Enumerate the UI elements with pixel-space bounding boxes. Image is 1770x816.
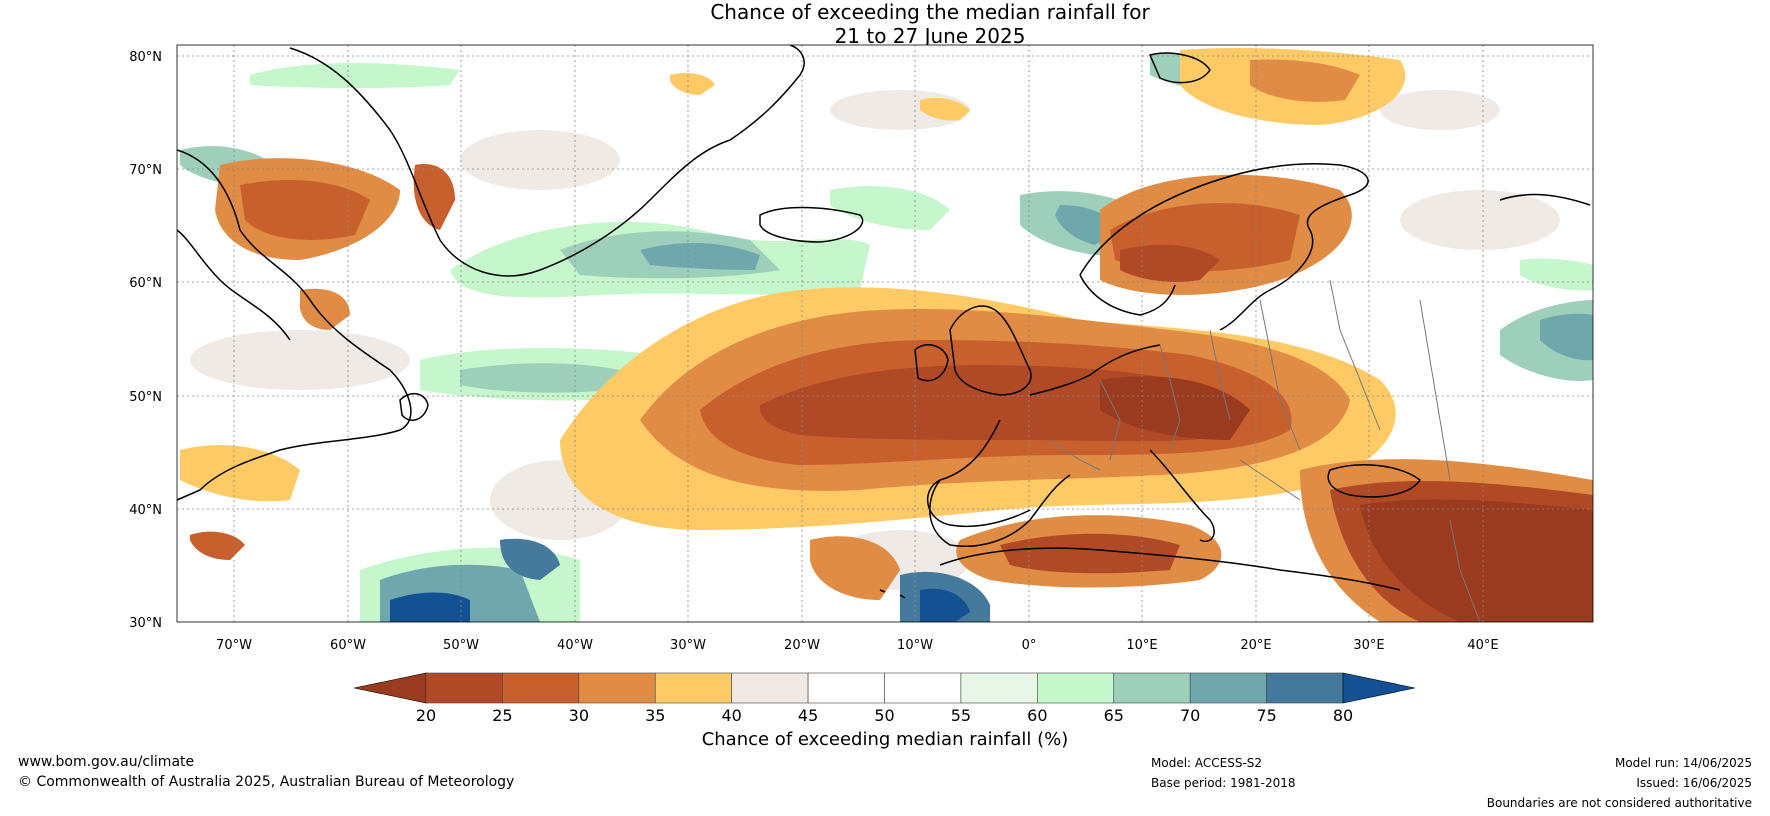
scandinavia-coast xyxy=(1079,162,1369,331)
map-title: Chance of exceeding the median rainfall … xyxy=(0,0,1770,48)
colorbar-extend-high xyxy=(1342,672,1416,704)
colorbar-tick-label: 25 xyxy=(492,706,512,725)
lon-label: 20°W xyxy=(784,638,820,653)
issued-text: Issued: 16/06/2025 xyxy=(1636,776,1752,790)
colorbar-tick-label: 55 xyxy=(951,706,971,725)
norway-south-coast xyxy=(1079,274,1176,316)
website-text: www.bom.gov.au/climate xyxy=(18,754,195,770)
wetter-regions xyxy=(180,53,1593,622)
lat-label: 40°N xyxy=(129,503,162,518)
italy-coast xyxy=(1149,449,1215,542)
colorbar-swatch xyxy=(1266,672,1344,704)
colorbar-tick-label: 20 xyxy=(416,706,436,725)
graticule xyxy=(177,45,1593,622)
colorbar-tick-label: 30 xyxy=(569,706,589,725)
lon-label: 70°W xyxy=(216,638,252,653)
colorbar xyxy=(353,672,1416,704)
colorbar-swatch xyxy=(807,672,885,704)
colorbar-label: Chance of exceeding median rainfall (%) xyxy=(701,729,1069,750)
lon-label: 30°E xyxy=(1353,638,1384,653)
british-isles xyxy=(949,305,1032,396)
drier-regions xyxy=(180,48,1593,622)
model-run-text: Model run: 14/06/2025 xyxy=(1614,756,1752,770)
canary-islands xyxy=(879,589,906,599)
colorbar-tick-label: 35 xyxy=(645,706,665,725)
map-frame xyxy=(176,44,1594,623)
lon-label: 10°W xyxy=(897,638,933,653)
colorbar-swatch xyxy=(960,672,1038,704)
colorbar-tick-label: 40 xyxy=(721,706,741,725)
greenland-coast xyxy=(289,45,805,277)
country-borders xyxy=(1049,279,1481,622)
title-line-2: 21 to 27 June 2025 xyxy=(834,24,1026,48)
lon-label: 60°W xyxy=(330,638,366,653)
western-europe-coast xyxy=(926,344,1161,528)
colorbar-swatch xyxy=(1189,672,1267,704)
lat-label: 70°N xyxy=(129,163,162,178)
disclaimer-text: Boundaries are not considered authoritat… xyxy=(1486,796,1752,810)
colorbar-tick-label: 60 xyxy=(1027,706,1047,725)
colorbar-tick-label: 65 xyxy=(1104,706,1124,725)
lon-label: 10°E xyxy=(1126,638,1157,653)
colorbar-swatch xyxy=(425,672,503,704)
iberia-coast xyxy=(929,474,1071,547)
lat-label: 50°N xyxy=(129,390,162,405)
colorbar-swatch xyxy=(502,672,580,704)
lat-label: 80°N xyxy=(129,50,162,65)
colorbar-swatch xyxy=(1113,672,1191,704)
colorbar-swatch xyxy=(1037,672,1115,704)
model-text: Model: ACCESS-S2 xyxy=(1151,756,1263,770)
lon-label: 40°W xyxy=(557,638,593,653)
svalbard xyxy=(1149,52,1211,84)
lon-label: 40°E xyxy=(1467,638,1498,653)
lon-label: 0° xyxy=(1022,638,1037,653)
longitude-labels: 70°W 60°W 50°W 40°W 30°W 20°W 10°W 0° 10… xyxy=(216,638,1499,653)
north-america-coast xyxy=(177,149,412,501)
north-africa-coast xyxy=(939,547,1401,591)
colorbar-swatch xyxy=(578,672,656,704)
labrador-coast xyxy=(177,229,291,341)
colorbar-tick-label: 70 xyxy=(1180,706,1200,725)
newfoundland xyxy=(399,393,429,421)
lat-label: 30°N xyxy=(129,616,162,631)
colorbar-ticks: 20 25 30 35 40 45 50 55 60 65 70 75 80 xyxy=(416,706,1353,725)
lat-label: 60°N xyxy=(129,276,162,291)
lon-label: 30°W xyxy=(670,638,706,653)
base-period-text: Base period: 1981-2018 xyxy=(1151,776,1296,790)
lon-label: 50°W xyxy=(443,638,479,653)
ireland xyxy=(914,344,949,382)
map-panel xyxy=(177,45,1593,622)
iceland-coast xyxy=(759,206,864,243)
copyright-text: © Commonwealth of Australia 2025, Austra… xyxy=(18,774,515,790)
coastlines xyxy=(177,45,1591,599)
colorbar-extend-low xyxy=(353,672,427,704)
colorbar-swatch xyxy=(731,672,809,704)
colorbar-tick-label: 80 xyxy=(1333,706,1353,725)
colorbar-tick-label: 75 xyxy=(1256,706,1276,725)
black-sea xyxy=(1327,464,1421,498)
latitude-labels: 80°N 70°N 60°N 50°N 40°N 30°N xyxy=(129,50,162,631)
title-line-1: Chance of exceeding the median rainfall … xyxy=(710,0,1150,24)
colorbar-swatch xyxy=(884,672,962,704)
novaya-zemlya xyxy=(1499,193,1591,206)
colorbar-tick-label: 50 xyxy=(874,706,894,725)
colorbar-tick-label: 45 xyxy=(798,706,818,725)
lon-label: 20°E xyxy=(1240,638,1271,653)
colorbar-swatch xyxy=(654,672,732,704)
